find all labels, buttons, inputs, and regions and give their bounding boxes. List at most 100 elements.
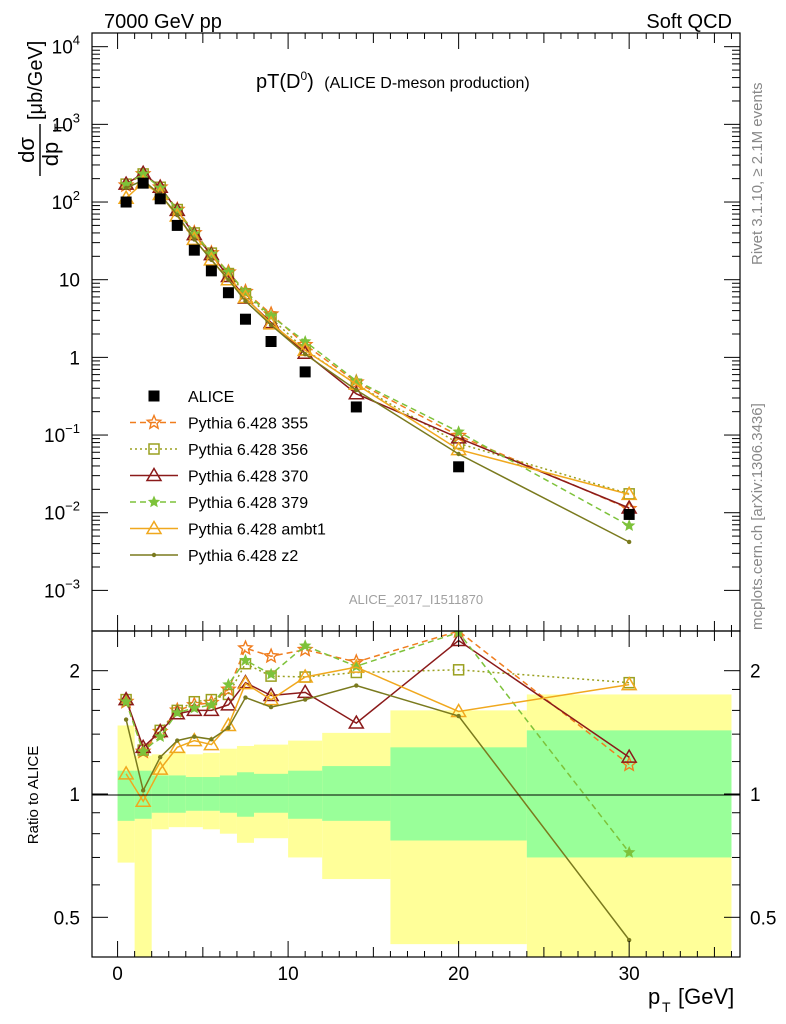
inner-uncertainty-band: [219, 775, 237, 813]
series-marker: [268, 704, 274, 710]
legend-label: Pythia 6.428 355: [188, 416, 308, 433]
legend-marker: [147, 495, 161, 508]
series-marker: [175, 212, 180, 218]
ratio-series-line: [117, 658, 638, 808]
series-marker: [151, 760, 169, 775]
main-title: pT(D0) (ALICE D-meson production): [256, 69, 530, 93]
y-tick-label: 10−1: [44, 421, 80, 447]
x-tick-label: 30: [619, 964, 640, 985]
alice-marker: [171, 219, 183, 231]
legend-item: ALICE: [148, 389, 234, 406]
series-line: [125, 179, 630, 543]
series-marker: [175, 738, 180, 743]
alice-marker: [239, 313, 251, 325]
alice-marker: [120, 196, 132, 208]
ratio-uncertainty-bands: [117, 694, 732, 957]
ratio-y-tick-label-left: 1: [69, 785, 80, 806]
series-marker: [302, 351, 308, 357]
series-marker: [243, 695, 248, 700]
alice-marker: [350, 401, 362, 413]
series-marker: [209, 737, 214, 742]
series-marker: [119, 695, 133, 708]
series-marker: [123, 717, 129, 722]
series-marker: [134, 792, 152, 808]
legend-marker: [145, 520, 163, 535]
series-marker: [302, 697, 308, 702]
series-marker: [168, 738, 186, 754]
series-marker: [186, 732, 203, 747]
y-tick-label: 104: [52, 33, 80, 59]
series-marker: [237, 639, 254, 656]
inner-uncertainty-band: [202, 777, 220, 811]
series-marker: [626, 937, 632, 943]
series-marker: [117, 765, 135, 780]
y-tick-label: 102: [52, 188, 80, 214]
y-tick-label: 10−2: [44, 499, 80, 525]
legend-label: ALICE: [188, 389, 234, 406]
series-marker: [620, 676, 638, 691]
ratio-y-tick-label-left: 0.5: [54, 908, 80, 929]
inner-uncertainty-band: [254, 773, 289, 813]
ratio-y-tick-label-right: 1: [750, 785, 761, 806]
series-marker: [205, 698, 218, 711]
series-marker: [192, 734, 197, 739]
series-marker: [622, 519, 636, 532]
xlabel-sub: T: [662, 999, 671, 1015]
series-marker: [452, 664, 465, 676]
main-plot-frame: [91, 32, 741, 632]
legend-label: Pythia 6.428 ambt1: [188, 522, 326, 539]
alice-marker: [137, 177, 149, 189]
series-marker: [158, 754, 163, 760]
series-marker: [298, 639, 312, 652]
legend-marker: [145, 413, 163, 430]
alice-marker: [623, 508, 635, 520]
series-marker: [620, 748, 638, 763]
series-marker: [171, 706, 184, 718]
x-tick-label: 20: [448, 964, 469, 985]
mcplots-reference-label: mcplots.cern.ch [arXiv:1306.3436]: [749, 403, 766, 630]
alice-data-points: [120, 177, 635, 520]
series-marker: [220, 716, 237, 732]
legend-item: Pythia 6.428 370: [130, 467, 308, 486]
series-marker: [296, 668, 314, 683]
y-tick-label: 103: [52, 110, 80, 136]
series-marker: [140, 788, 146, 793]
series-marker: [222, 678, 235, 690]
title-pt-prefix: pT(D: [256, 71, 300, 93]
series-marker: [226, 725, 231, 731]
legend-marker: [151, 552, 157, 558]
title-superscript: 0: [300, 69, 307, 83]
series-marker: [456, 713, 461, 719]
xlabel-unit: [GeV]: [678, 984, 734, 1009]
series-marker: [354, 683, 359, 688]
alice-marker: [222, 287, 234, 299]
series-marker: [262, 315, 280, 330]
alice-marker: [205, 265, 217, 277]
series-marker: [203, 251, 220, 266]
series-marker: [186, 701, 203, 717]
series-marker: [192, 237, 197, 242]
alice-marker: [453, 461, 465, 473]
legend-label: Pythia 6.428 z2: [188, 548, 298, 565]
main-series-line: [117, 165, 638, 517]
inner-uncertainty-band: [390, 747, 527, 841]
series-marker: [296, 335, 314, 352]
header-category-label: Soft QCD: [646, 11, 732, 33]
ratio-series: [117, 631, 638, 943]
series-marker: [620, 485, 638, 501]
series-marker: [136, 744, 150, 757]
series-marker: [237, 675, 254, 690]
legend-label: Pythia 6.428 370: [188, 469, 308, 486]
inner-uncertainty-band: [236, 772, 254, 817]
y-tick-label: 1: [69, 348, 80, 369]
series-marker: [186, 230, 203, 246]
x-tick-label: 10: [278, 964, 299, 985]
series-marker: [209, 257, 214, 263]
series-marker: [123, 185, 129, 191]
series-marker: [354, 387, 359, 393]
legend-marker: [145, 467, 163, 482]
series-marker: [243, 298, 248, 304]
series-marker: [203, 736, 220, 751]
legend-item: Pythia 6.428 ambt1: [130, 520, 326, 539]
